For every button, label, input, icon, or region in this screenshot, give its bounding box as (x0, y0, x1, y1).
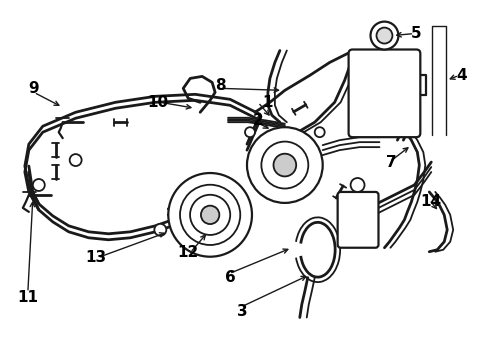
Circle shape (350, 178, 365, 192)
Circle shape (247, 127, 323, 203)
Text: 2: 2 (252, 113, 263, 128)
Text: 12: 12 (177, 245, 199, 260)
FancyBboxPatch shape (338, 192, 378, 248)
Circle shape (315, 127, 325, 137)
Circle shape (370, 22, 398, 50)
Circle shape (261, 141, 308, 189)
Circle shape (180, 185, 240, 245)
Text: 1: 1 (263, 95, 273, 110)
Text: 14: 14 (421, 194, 442, 210)
Text: 6: 6 (225, 270, 235, 285)
Circle shape (168, 173, 252, 257)
Circle shape (190, 195, 230, 235)
Circle shape (70, 154, 82, 166)
Text: 10: 10 (148, 95, 169, 110)
Circle shape (33, 179, 45, 191)
Text: 8: 8 (215, 78, 225, 93)
Text: 13: 13 (85, 250, 106, 265)
Circle shape (245, 127, 255, 137)
FancyBboxPatch shape (348, 50, 420, 137)
Circle shape (154, 224, 166, 236)
Text: 7: 7 (386, 154, 397, 170)
Text: 3: 3 (237, 304, 247, 319)
Circle shape (201, 206, 220, 224)
Text: 4: 4 (456, 68, 466, 83)
Circle shape (273, 154, 296, 176)
Text: 11: 11 (17, 290, 38, 305)
Text: 9: 9 (28, 81, 39, 96)
Text: 5: 5 (411, 26, 422, 41)
Circle shape (376, 28, 392, 44)
